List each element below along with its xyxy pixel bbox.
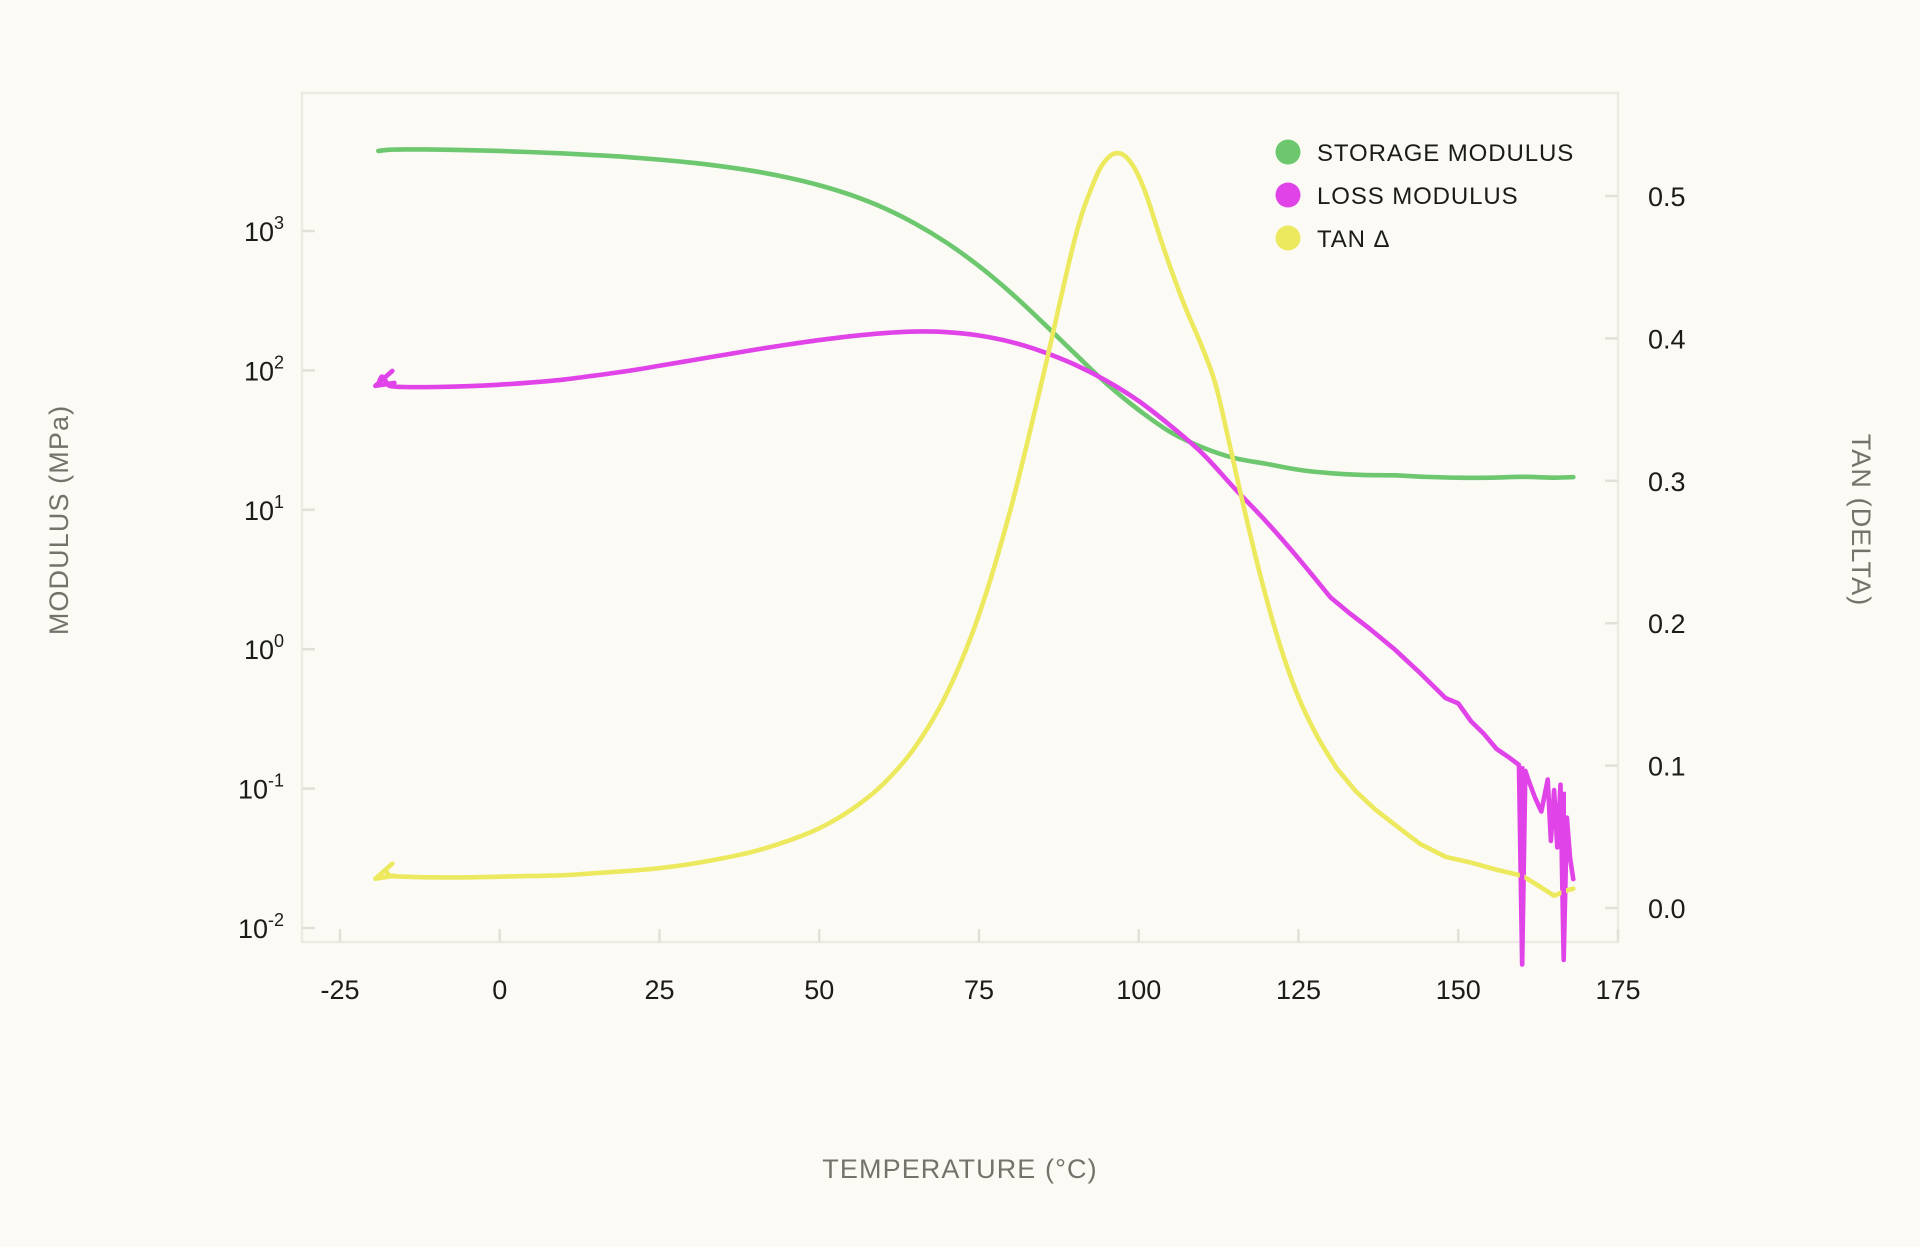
x-axis-tick-label: 75 [964, 975, 994, 1005]
series-line-tan [376, 150, 1576, 899]
legend-label-0: STORAGE MODULUS [1317, 140, 1574, 167]
y-axis-left-ticks [302, 229, 315, 930]
x-axis-tick-label: 150 [1436, 975, 1481, 1005]
data-series-group [373, 147, 1576, 967]
plot-area-frame [300, 91, 1620, 944]
legend-label-1: LOSS MODULUS [1317, 183, 1519, 210]
x-axis-tick-label: 25 [644, 975, 674, 1005]
x-axis-ticks [338, 929, 1620, 942]
x-axis-title: TEMPERATURE (°C) [822, 1154, 1097, 1184]
legend-marker-1 [1275, 182, 1301, 208]
x-axis-tick-label: 100 [1116, 975, 1161, 1005]
y-axis-left-title: MODULUS (MPa) [44, 405, 74, 635]
legend-marker-0 [1275, 139, 1301, 165]
y-axis-right-tick-label: 0.0 [1648, 894, 1686, 924]
x-axis-tick-label: 175 [1595, 975, 1640, 1005]
x-axis-tick-label: 125 [1276, 975, 1321, 1005]
series-line-storage-modulus [376, 147, 1576, 481]
y-axis-right-tick-label: 0.3 [1648, 467, 1686, 497]
legend-marker-2 [1275, 225, 1301, 251]
y-axis-right-tick-label: 0.1 [1648, 752, 1686, 782]
series-line-loss-modulus [376, 329, 1576, 967]
y-axis-right-tick-label: 0.4 [1648, 324, 1686, 354]
x-axis-tick-labels: -25 0 25 50 75 100 125 150 175 [320, 975, 1640, 1005]
x-axis-tick-label: -25 [320, 975, 359, 1005]
y-axis-right-ticks [1605, 194, 1618, 910]
x-axis-tick-label: 50 [804, 975, 834, 1005]
chart-legend: STORAGE MODULUS LOSS MODULUS TAN Δ [1275, 139, 1574, 253]
series-start-hook [373, 861, 397, 881]
y-axis-right-tick-labels: 0.0 0.1 0.2 0.3 0.4 0.5 [1648, 182, 1686, 924]
y-axis-right-tick-label: 0.5 [1648, 182, 1686, 212]
y-axis-right-title: TAN (DELTA) [1846, 434, 1876, 607]
x-axis-tick-label: 0 [492, 975, 507, 1005]
legend-label-2: TAN Δ [1317, 226, 1390, 253]
series-start-hook [373, 368, 397, 389]
y-axis-right-tick-label: 0.2 [1648, 609, 1686, 639]
